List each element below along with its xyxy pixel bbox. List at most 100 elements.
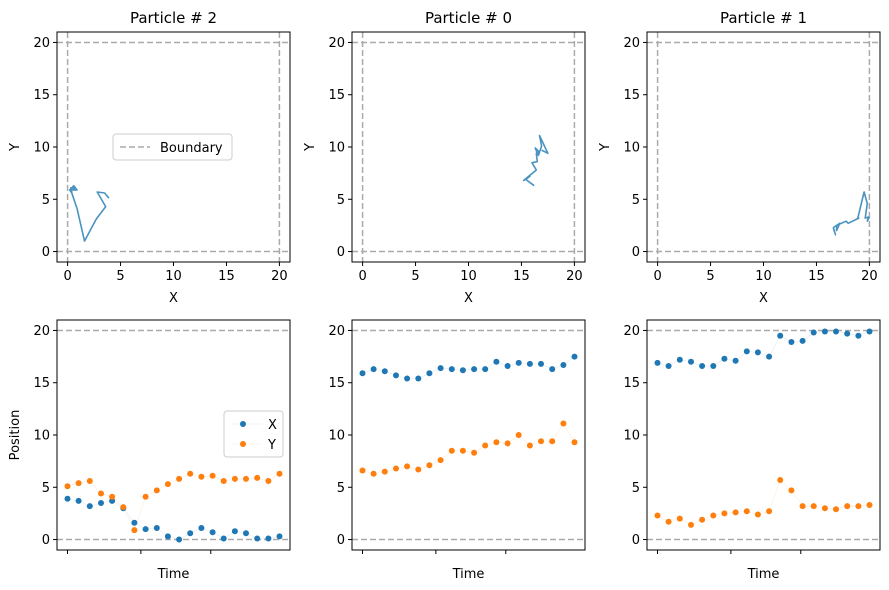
- series-y-point: [560, 420, 567, 427]
- x-tick-label: 10: [460, 269, 477, 284]
- series-y-point: [164, 481, 171, 488]
- x-tick-label: 15: [218, 269, 235, 284]
- panel-title: Particle # 2: [130, 9, 217, 27]
- y-axis-label: Y: [303, 143, 318, 152]
- series-x-point: [866, 328, 873, 335]
- panel-3: 0 5 10 15 20 0 5 10 15 20 Particle # 1 X Y: [598, 9, 881, 306]
- boundary-legend: Boundary: [112, 133, 233, 161]
- series-y-point: [404, 463, 411, 470]
- series-y-point: [676, 515, 683, 522]
- series-y-point: [370, 470, 377, 477]
- series-y-point: [448, 447, 455, 454]
- series-x-point: [86, 503, 93, 510]
- series-x-point: [732, 357, 739, 364]
- legend-y-label: Y: [267, 438, 276, 453]
- series-x-point: [754, 349, 761, 356]
- series-x-point: [654, 359, 661, 366]
- series-x-point: [810, 329, 817, 336]
- trajectory-line: [68, 184, 110, 242]
- series-y-point: [198, 473, 205, 480]
- x-axis-label: X: [464, 291, 473, 306]
- y-axis-label: Position: [8, 410, 23, 461]
- series-x-point: [665, 363, 672, 369]
- trajectory-line: [522, 134, 549, 187]
- x-tick-label: 5: [706, 269, 714, 284]
- series-x-point: [393, 372, 399, 379]
- panel-title: Particle # 0: [425, 9, 512, 27]
- series-y-point: [821, 505, 828, 512]
- legend-x-label: X: [268, 418, 277, 433]
- series-x-point: [821, 328, 828, 335]
- series-x-point: [504, 363, 511, 369]
- y-tick-label: 15: [328, 376, 345, 391]
- series-y-point: [109, 493, 116, 500]
- series-x-point: [482, 366, 489, 373]
- series-y-point: [359, 467, 366, 474]
- series-x-point: [276, 533, 283, 540]
- series-x-point: [243, 530, 249, 537]
- y-tick-label: 15: [623, 376, 640, 391]
- series-y-point: [176, 475, 183, 482]
- series-y-point: [64, 483, 71, 490]
- series-y-point: [710, 512, 717, 519]
- y-tick-label: 20: [328, 324, 345, 339]
- series-x-point: [109, 497, 116, 504]
- y-tick-label: 20: [623, 324, 640, 339]
- y-tick-label: 10: [623, 429, 640, 444]
- x-tick-label: 10: [165, 269, 182, 284]
- panel-title: Particle # 1: [720, 9, 807, 27]
- y-tick-label: 15: [33, 88, 50, 103]
- y-tick-label: 20: [328, 36, 345, 51]
- y-tick-label: 0: [42, 533, 50, 548]
- series-y-point: [493, 439, 500, 446]
- series-x-point: [220, 535, 227, 542]
- series-y-point: [265, 478, 272, 484]
- y-tick-label: 5: [632, 481, 640, 496]
- series-x-point: [699, 363, 706, 369]
- series-y-point: [254, 474, 261, 481]
- series-x-point: [855, 332, 862, 339]
- series-x-point: [437, 365, 444, 372]
- series-x-point: [415, 375, 422, 382]
- axes-frame: [646, 31, 881, 263]
- series-x-point: [265, 535, 272, 542]
- panel-4: 0 5 10 15 20 Time Position: [8, 319, 291, 582]
- y-tick-label: 5: [632, 193, 640, 208]
- series-x-point: [448, 366, 455, 373]
- series-y-point: [855, 503, 862, 510]
- y-tick-label: 0: [632, 245, 640, 260]
- series-x-point: [710, 363, 717, 369]
- series-y-point: [743, 508, 750, 515]
- series-y-point: [766, 508, 773, 515]
- series-x-point: [187, 530, 194, 537]
- series-y-point: [120, 504, 127, 511]
- series-y-point: [426, 462, 433, 469]
- series-y-point: [777, 477, 784, 483]
- series-y-point: [866, 502, 873, 508]
- series-x-point: [743, 348, 750, 355]
- series-x-point: [209, 529, 216, 536]
- series-x-point: [833, 328, 839, 335]
- x-tick-label: 0: [358, 269, 366, 284]
- series-x-point: [75, 497, 82, 504]
- y-tick-label: 20: [623, 36, 640, 51]
- panel-5: 0 5 10 15 20 Time: [328, 319, 586, 582]
- series-y-point: [799, 503, 806, 510]
- series-y-point: [515, 432, 522, 438]
- y-tick-label: 0: [337, 533, 345, 548]
- series-y-point: [415, 466, 422, 473]
- series-y-point: [504, 440, 511, 447]
- series-y-point: [549, 438, 556, 445]
- series-y-point: [654, 512, 661, 519]
- x-axis-label: Time: [452, 567, 485, 582]
- panel-2: 0 5 10 15 20 0 5 10 15 20 Particle # 0 X Y: [303, 9, 586, 306]
- y-tick-label: 15: [33, 376, 50, 391]
- series-x-point: [777, 332, 784, 339]
- series-y-point: [459, 447, 466, 454]
- series-y-point: [571, 439, 578, 446]
- series-y-point: [209, 472, 216, 479]
- series-x-point: [64, 495, 71, 502]
- series-x-point: [538, 360, 544, 367]
- series-x-point: [370, 366, 377, 373]
